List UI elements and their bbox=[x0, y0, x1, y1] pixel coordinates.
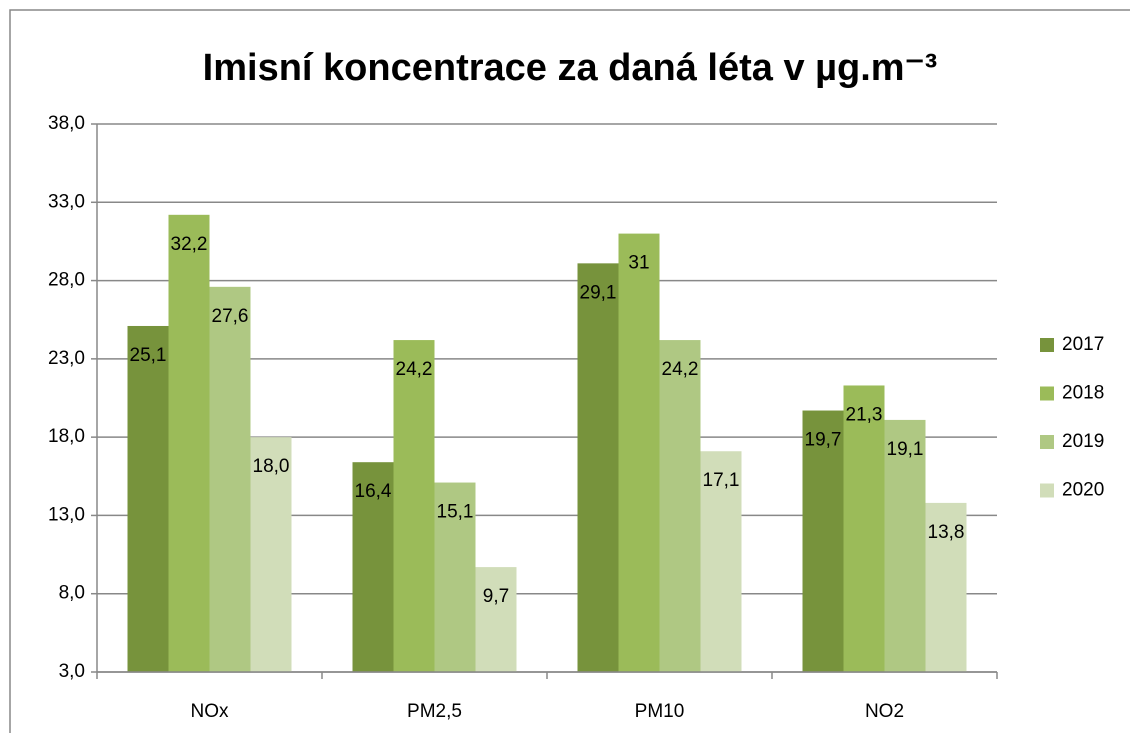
y-tick-label: 18,0 bbox=[48, 426, 85, 447]
data-label: 13,8 bbox=[928, 522, 965, 543]
data-label: 16,4 bbox=[355, 481, 392, 502]
x-tick-label: NOx bbox=[191, 701, 230, 722]
bar bbox=[209, 286, 251, 672]
bar bbox=[168, 214, 210, 672]
bar bbox=[352, 462, 394, 672]
legend-swatch bbox=[1040, 435, 1054, 449]
bar bbox=[577, 263, 619, 672]
data-label: 17,1 bbox=[703, 470, 740, 491]
x-tick-label: PM2,5 bbox=[407, 701, 462, 722]
legend-label: 2017 bbox=[1062, 334, 1104, 355]
data-label: 19,7 bbox=[805, 430, 842, 451]
bar bbox=[659, 340, 701, 672]
data-label: 31 bbox=[628, 253, 649, 274]
y-tick-label: 3,0 bbox=[59, 661, 85, 682]
legend-label: 2018 bbox=[1062, 383, 1104, 404]
bar bbox=[843, 385, 885, 672]
legend-label: 2019 bbox=[1062, 431, 1104, 452]
bar bbox=[618, 233, 660, 672]
data-label: 29,1 bbox=[580, 282, 617, 303]
data-label: 27,6 bbox=[212, 306, 249, 327]
y-tick-label: 13,0 bbox=[48, 504, 85, 525]
bar bbox=[925, 502, 967, 672]
data-label: 32,2 bbox=[171, 234, 208, 255]
data-label: 18,0 bbox=[253, 456, 290, 477]
bar bbox=[475, 567, 517, 672]
bar bbox=[393, 340, 435, 672]
bar bbox=[127, 325, 169, 672]
x-tick-label: NO2 bbox=[865, 701, 904, 722]
legend-swatch bbox=[1040, 386, 1054, 401]
y-tick-label: 33,0 bbox=[48, 191, 85, 212]
legend-swatch bbox=[1040, 338, 1054, 352]
bar bbox=[434, 482, 476, 672]
chart-border bbox=[9, 9, 1130, 738]
data-label: 25,1 bbox=[130, 345, 167, 366]
legend-label: 2020 bbox=[1062, 480, 1104, 501]
y-tick-label: 23,0 bbox=[48, 348, 85, 369]
chart-title: Imisní koncentrace za daná léta v µg.m⁻³ bbox=[203, 47, 938, 89]
data-label: 21,3 bbox=[846, 404, 883, 425]
bar bbox=[250, 437, 292, 672]
legend-swatch bbox=[1040, 483, 1054, 498]
y-tick-label: 28,0 bbox=[48, 270, 85, 291]
x-tick-label: PM10 bbox=[635, 701, 685, 722]
data-label: 24,2 bbox=[662, 359, 699, 380]
data-label: 9,7 bbox=[483, 586, 509, 607]
y-tick-label: 38,0 bbox=[48, 113, 85, 134]
bar bbox=[802, 410, 844, 672]
y-tick-label: 8,0 bbox=[59, 583, 85, 604]
data-label: 15,1 bbox=[437, 502, 474, 523]
bar bbox=[884, 419, 926, 672]
data-label: 19,1 bbox=[887, 439, 924, 460]
bar bbox=[700, 451, 742, 672]
data-label: 24,2 bbox=[396, 359, 433, 380]
